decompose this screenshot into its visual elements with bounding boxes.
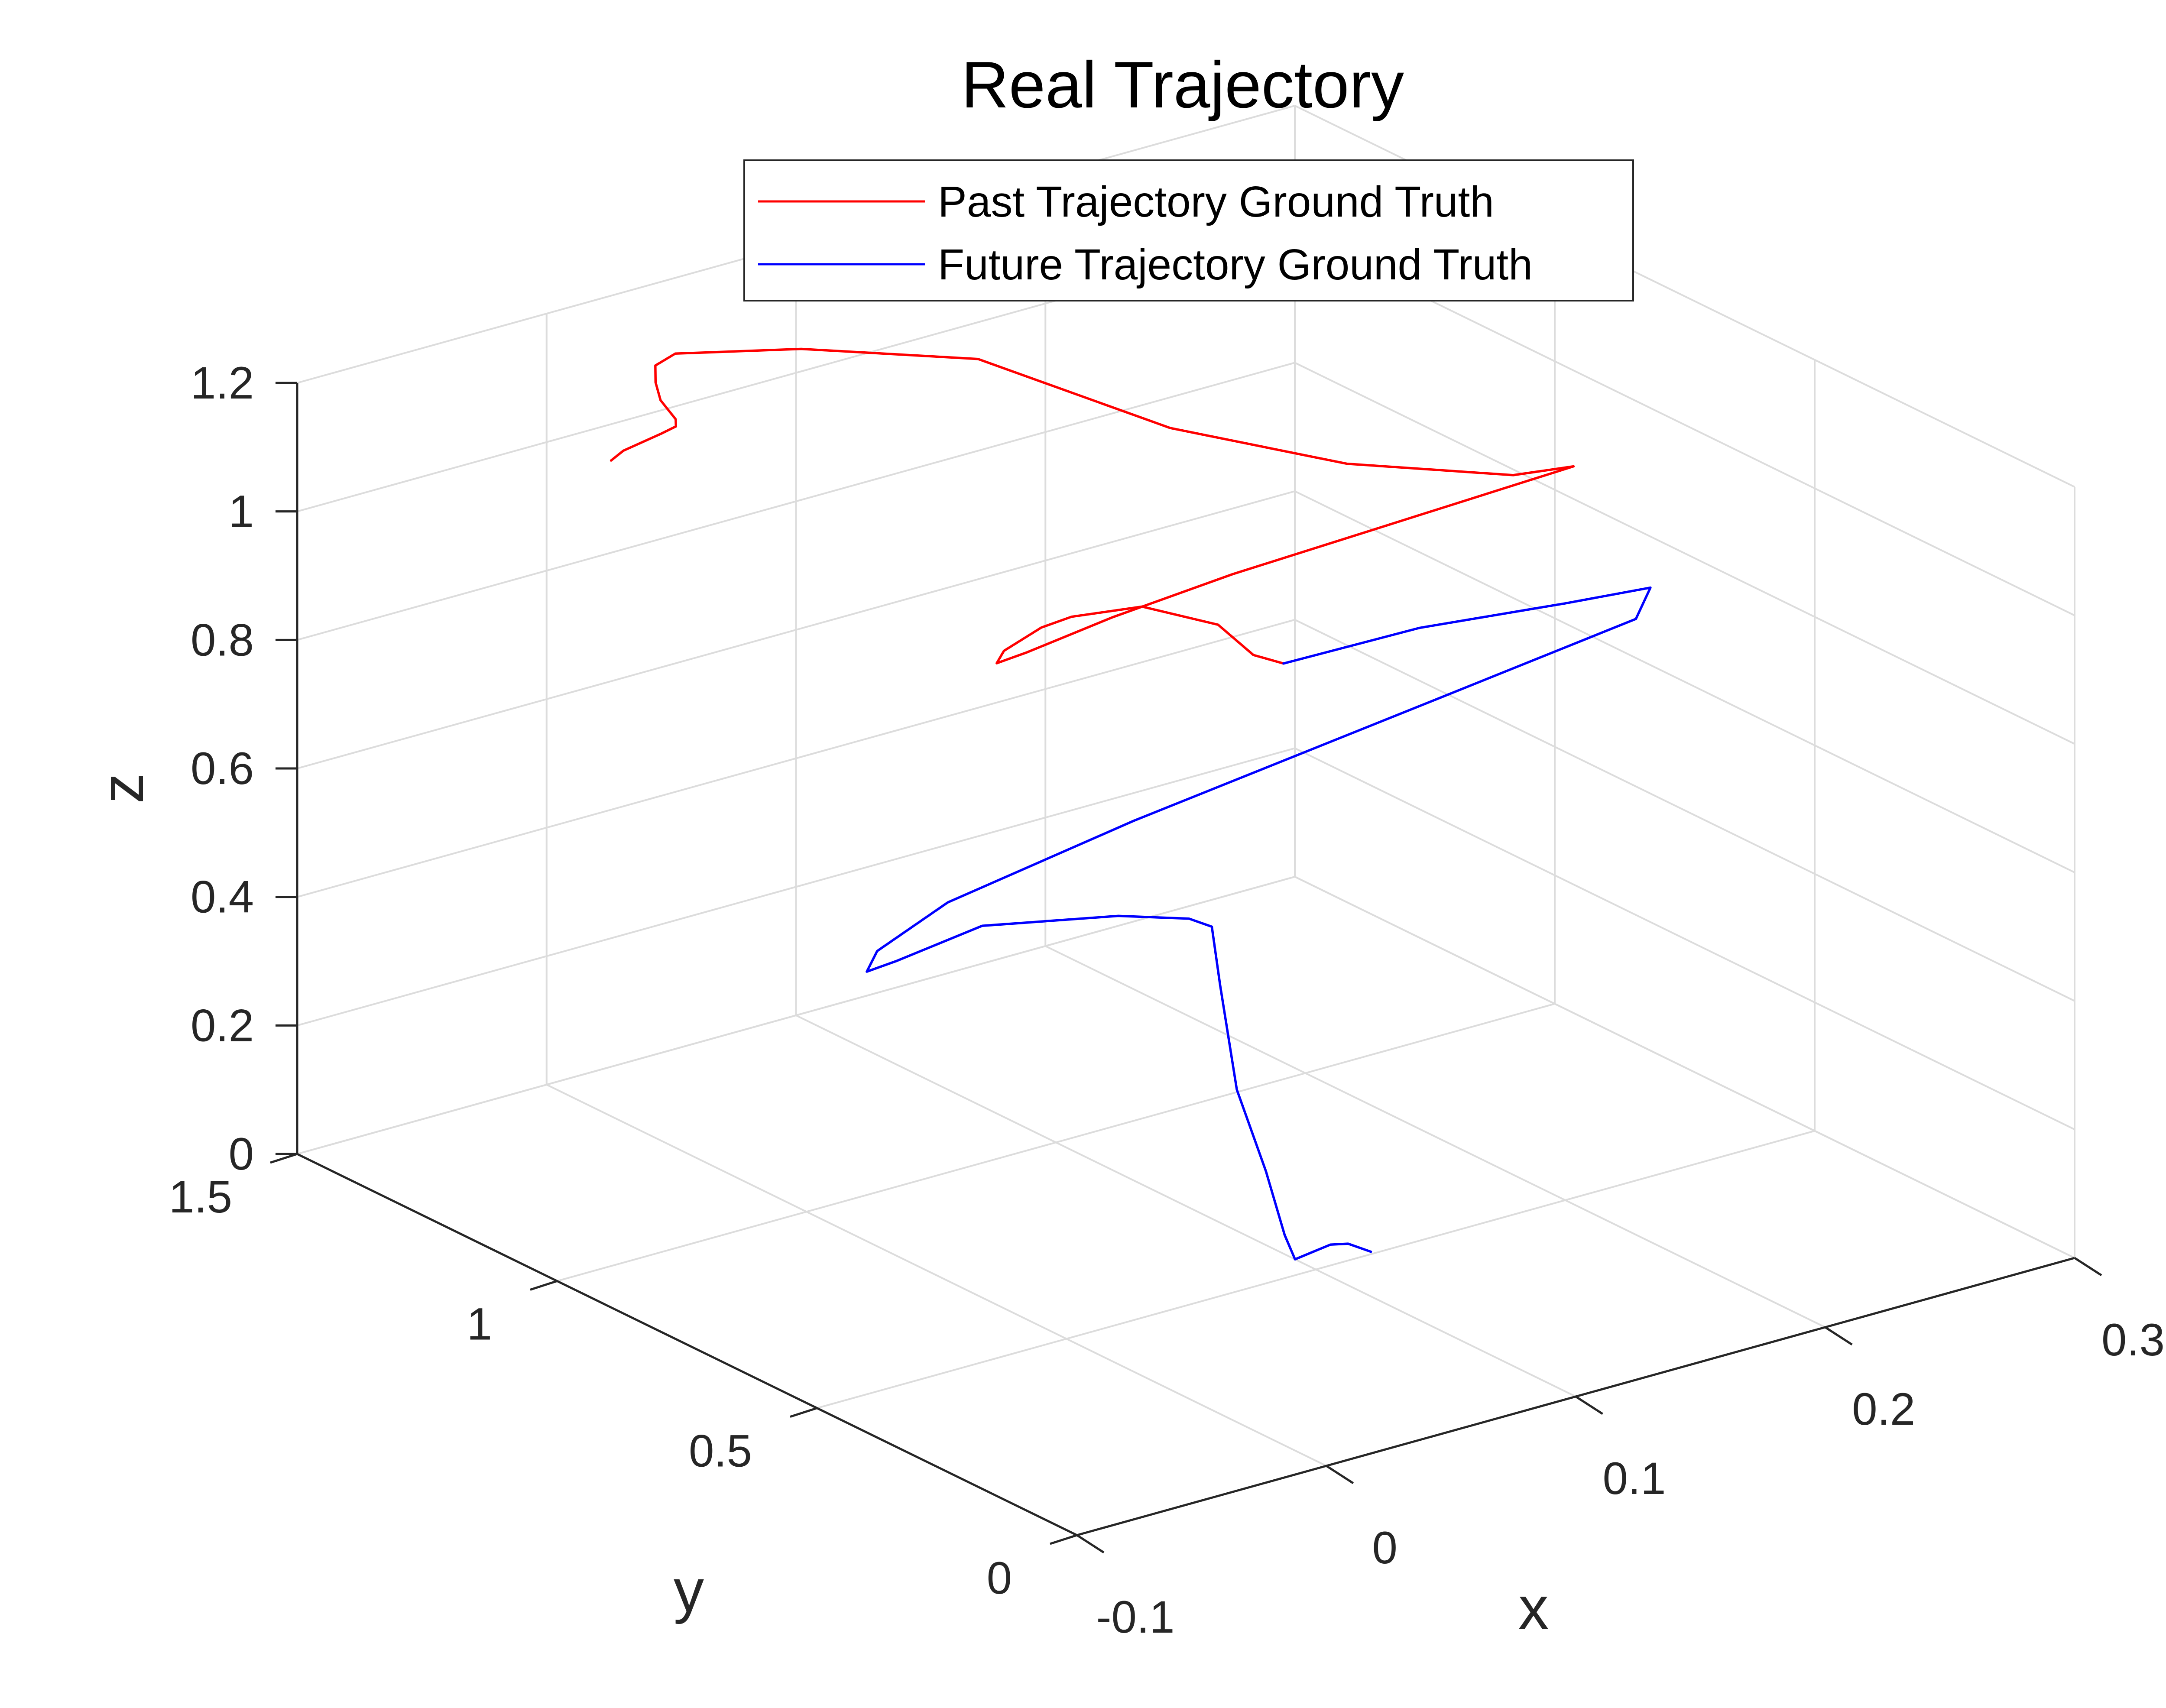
z-tick-label: 0.6: [191, 743, 254, 794]
back-wall-gridline: [297, 362, 1295, 641]
x-tick-label: -0.1: [1096, 1592, 1175, 1643]
legend-box: [743, 159, 1634, 301]
z-tick-label: 0: [229, 1129, 254, 1180]
z-tick-label: 0.2: [191, 1000, 254, 1051]
x-tick-label: 0.2: [1852, 1384, 1915, 1435]
side-wall-gridline: [1294, 362, 2075, 745]
floor-gridline: [546, 1084, 1327, 1467]
chart-title: Real Trajectory: [961, 48, 1404, 122]
legend: Past Trajectory Ground Truth Future Traj…: [743, 159, 1634, 301]
z-axis-label: z: [88, 773, 156, 804]
floor-gridline: [817, 1130, 1815, 1409]
side-wall-gridline: [1294, 876, 2075, 1259]
x-tick-mark: [1076, 1534, 1105, 1554]
x-tick-mark: [2074, 1257, 2102, 1277]
z-tick-label: 0.8: [191, 615, 254, 665]
y-tick-label: 0.5: [689, 1426, 752, 1477]
series-layer: [610, 347, 1652, 1261]
x-tick-mark: [1824, 1326, 1853, 1346]
x-tick-label: 0: [1372, 1523, 1398, 1573]
y-tick-mark: [1050, 1534, 1077, 1545]
side-wall-gridline: [1294, 619, 2075, 1002]
x-tick-mark: [1575, 1395, 1603, 1415]
y-tick-mark: [790, 1407, 817, 1418]
z-tick-label: 1: [229, 486, 254, 537]
y-tick-mark: [270, 1153, 298, 1164]
y-tick-mark: [530, 1280, 558, 1291]
x-tick-label: 0.1: [1603, 1453, 1666, 1504]
y-tick-label: 1: [467, 1299, 492, 1349]
y-axis-line: [296, 1153, 1078, 1536]
floor-gridline: [557, 1003, 1555, 1282]
axis-layer: [270, 382, 2102, 1554]
z-tick-label: 1.2: [191, 358, 254, 408]
x-tick-label: 0.3: [2101, 1315, 2165, 1365]
back-wall-gridline: [297, 619, 1295, 898]
legend-label-past: Past Trajectory Ground Truth: [938, 178, 1494, 226]
side-wall-gridline: [1294, 490, 2075, 873]
y-axis-label: y: [674, 1556, 704, 1624]
back-wall-gridline: [297, 747, 1295, 1027]
y-tick-label: 1.5: [169, 1172, 232, 1222]
z-tick-label: 0.4: [191, 872, 254, 923]
grid-layer: [296, 105, 2075, 1536]
future-trajectory-line: [866, 586, 1652, 1261]
floor-gridline: [795, 1014, 1576, 1397]
tick-label-layer: -0.100.10.20.300.511.500.20.40.60.811.2: [169, 358, 2165, 1643]
legend-label-future: Future Trajectory Ground Truth: [938, 240, 1533, 289]
back-wall-gridline: [297, 490, 1295, 769]
past-trajectory-line: [610, 347, 1575, 665]
floor-gridline: [1045, 945, 1826, 1328]
y-tick-label: 0: [987, 1553, 1012, 1604]
back-wall-gridline: [297, 876, 1295, 1155]
x-axis-label: x: [1518, 1574, 1549, 1642]
x-tick-mark: [1326, 1465, 1354, 1484]
side-wall-gridline: [1294, 747, 2075, 1131]
